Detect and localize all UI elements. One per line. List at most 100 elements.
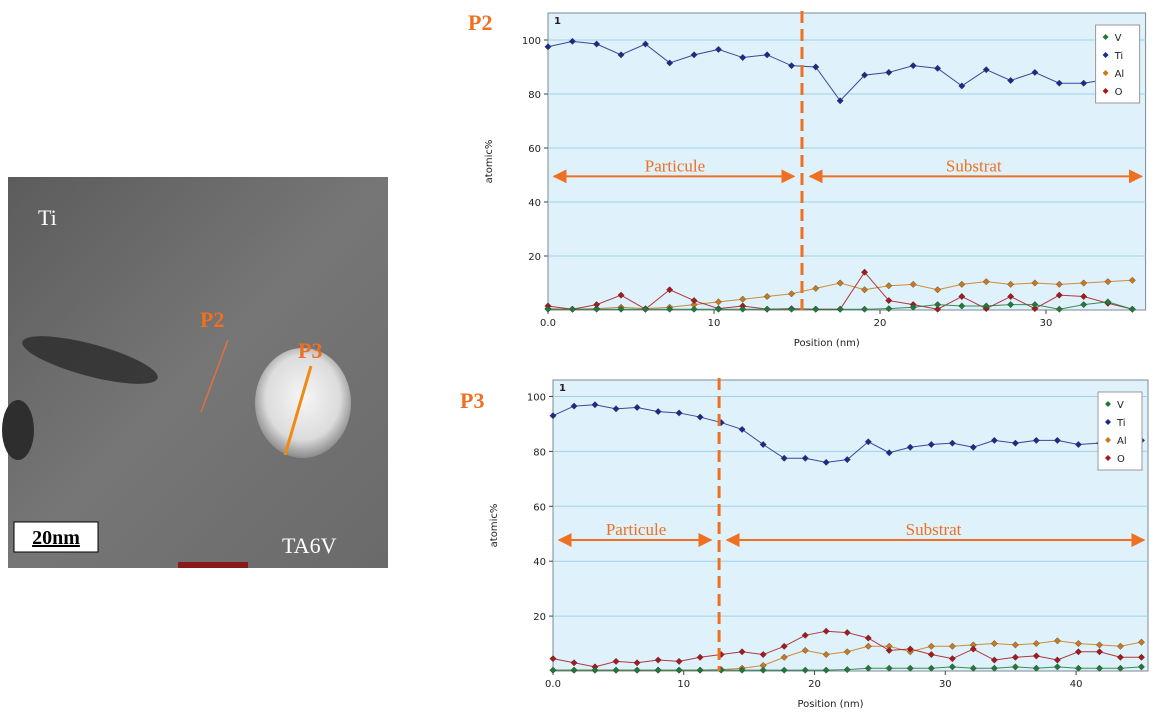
- data-point: [675, 666, 683, 674]
- data-point: [1104, 278, 1112, 286]
- data-point: [927, 664, 935, 672]
- data-point: [812, 305, 820, 313]
- data-point: [1011, 641, 1019, 649]
- data-point: [801, 631, 809, 639]
- panel-label: P3: [460, 388, 484, 413]
- data-point: [801, 454, 809, 462]
- legend-label: Ti: [1114, 51, 1124, 62]
- data-point: [843, 456, 851, 464]
- data-point: [739, 54, 747, 62]
- data-point: [549, 655, 557, 663]
- data-point: [568, 305, 576, 313]
- x-tick-label: 10: [708, 318, 721, 329]
- scale-label: 20nm: [32, 527, 80, 549]
- data-point: [885, 305, 893, 313]
- annotation: Substrat: [946, 156, 1002, 175]
- data-point: [822, 651, 830, 659]
- data-point: [1095, 641, 1103, 649]
- data-point: [1053, 436, 1061, 444]
- data-point: [990, 664, 998, 672]
- data-point: [934, 305, 942, 313]
- data-point: [780, 653, 788, 661]
- data-point: [714, 45, 722, 53]
- x-axis-label: Position (nm): [798, 699, 864, 710]
- data-point: [885, 68, 893, 76]
- data-point: [549, 412, 557, 420]
- legend-marker: [1105, 437, 1111, 443]
- data-point: [759, 651, 767, 659]
- data-point: [1031, 279, 1039, 287]
- data-point: [641, 305, 649, 313]
- line-chart: 20 40 60 80 100 0.0 10 20 30 40 Position (nm) atomi…: [460, 378, 1149, 710]
- y-tick-label: 20: [533, 612, 546, 623]
- scale-marker: [178, 562, 248, 568]
- x-tick-label: 0.0: [545, 679, 561, 690]
- data-point: [1074, 441, 1082, 448]
- data-point: [633, 403, 641, 411]
- data-point: [1137, 638, 1145, 646]
- y-tick-label: 60: [528, 144, 541, 155]
- data-point: [1011, 663, 1019, 671]
- data-point: [969, 645, 977, 653]
- data-point: [738, 648, 746, 656]
- data-point: [812, 284, 820, 292]
- data-point: [948, 642, 956, 650]
- data-point: [788, 305, 796, 313]
- data-point: [822, 627, 830, 635]
- data-point: [982, 66, 990, 74]
- y-tick-label: 20: [528, 252, 541, 263]
- corner-label: 1: [559, 383, 566, 394]
- data-point: [861, 268, 869, 276]
- legend-marker: [1102, 34, 1109, 40]
- data-point: [969, 443, 977, 451]
- data-point: [990, 656, 998, 664]
- legend-label: V: [1115, 33, 1122, 44]
- y-tick-label: 100: [522, 36, 541, 47]
- data-point: [861, 305, 869, 313]
- data-point: [1080, 279, 1088, 287]
- particle: [255, 348, 351, 458]
- legend-marker: [1105, 419, 1111, 425]
- data-point: [843, 648, 851, 656]
- data-point: [544, 43, 552, 51]
- phase-label: Ti: [38, 205, 57, 230]
- legend-label: Al: [1115, 69, 1125, 80]
- data-point: [617, 51, 625, 59]
- data-point: [885, 664, 893, 672]
- legend-label: Al: [1117, 436, 1127, 447]
- data-point: [1116, 653, 1124, 661]
- micrograph: Ti P2 P3 20nm TA6V: [2, 177, 388, 568]
- data-point: [666, 305, 674, 313]
- data-point: [885, 449, 893, 457]
- data-point: [927, 642, 935, 650]
- data-point: [801, 646, 809, 654]
- data-point: [675, 409, 683, 417]
- dark-spot: [2, 400, 34, 460]
- data-point: [990, 640, 998, 648]
- data-point: [780, 666, 788, 674]
- data-point: [696, 413, 704, 421]
- data-point: [948, 439, 956, 447]
- data-point: [1137, 653, 1145, 661]
- data-point: [654, 656, 662, 664]
- x-tick-label: 20: [808, 679, 821, 690]
- data-point: [1032, 640, 1040, 648]
- data-point: [633, 666, 641, 674]
- data-point: [641, 40, 649, 48]
- data-point: [570, 666, 578, 674]
- data-point: [934, 286, 942, 294]
- data-point: [836, 279, 844, 287]
- data-point: [861, 71, 869, 79]
- data-point: [570, 659, 578, 667]
- data-point: [864, 664, 872, 672]
- data-point: [696, 666, 704, 674]
- data-point: [909, 303, 917, 311]
- data-point: [1095, 648, 1103, 656]
- legend-box: [1095, 24, 1141, 104]
- annotation-bg: [629, 158, 720, 175]
- data-point: [591, 666, 599, 674]
- data-point: [885, 646, 893, 654]
- data-point: [1074, 664, 1082, 672]
- data-point: [1080, 79, 1088, 87]
- annotation: Substrat: [906, 520, 962, 539]
